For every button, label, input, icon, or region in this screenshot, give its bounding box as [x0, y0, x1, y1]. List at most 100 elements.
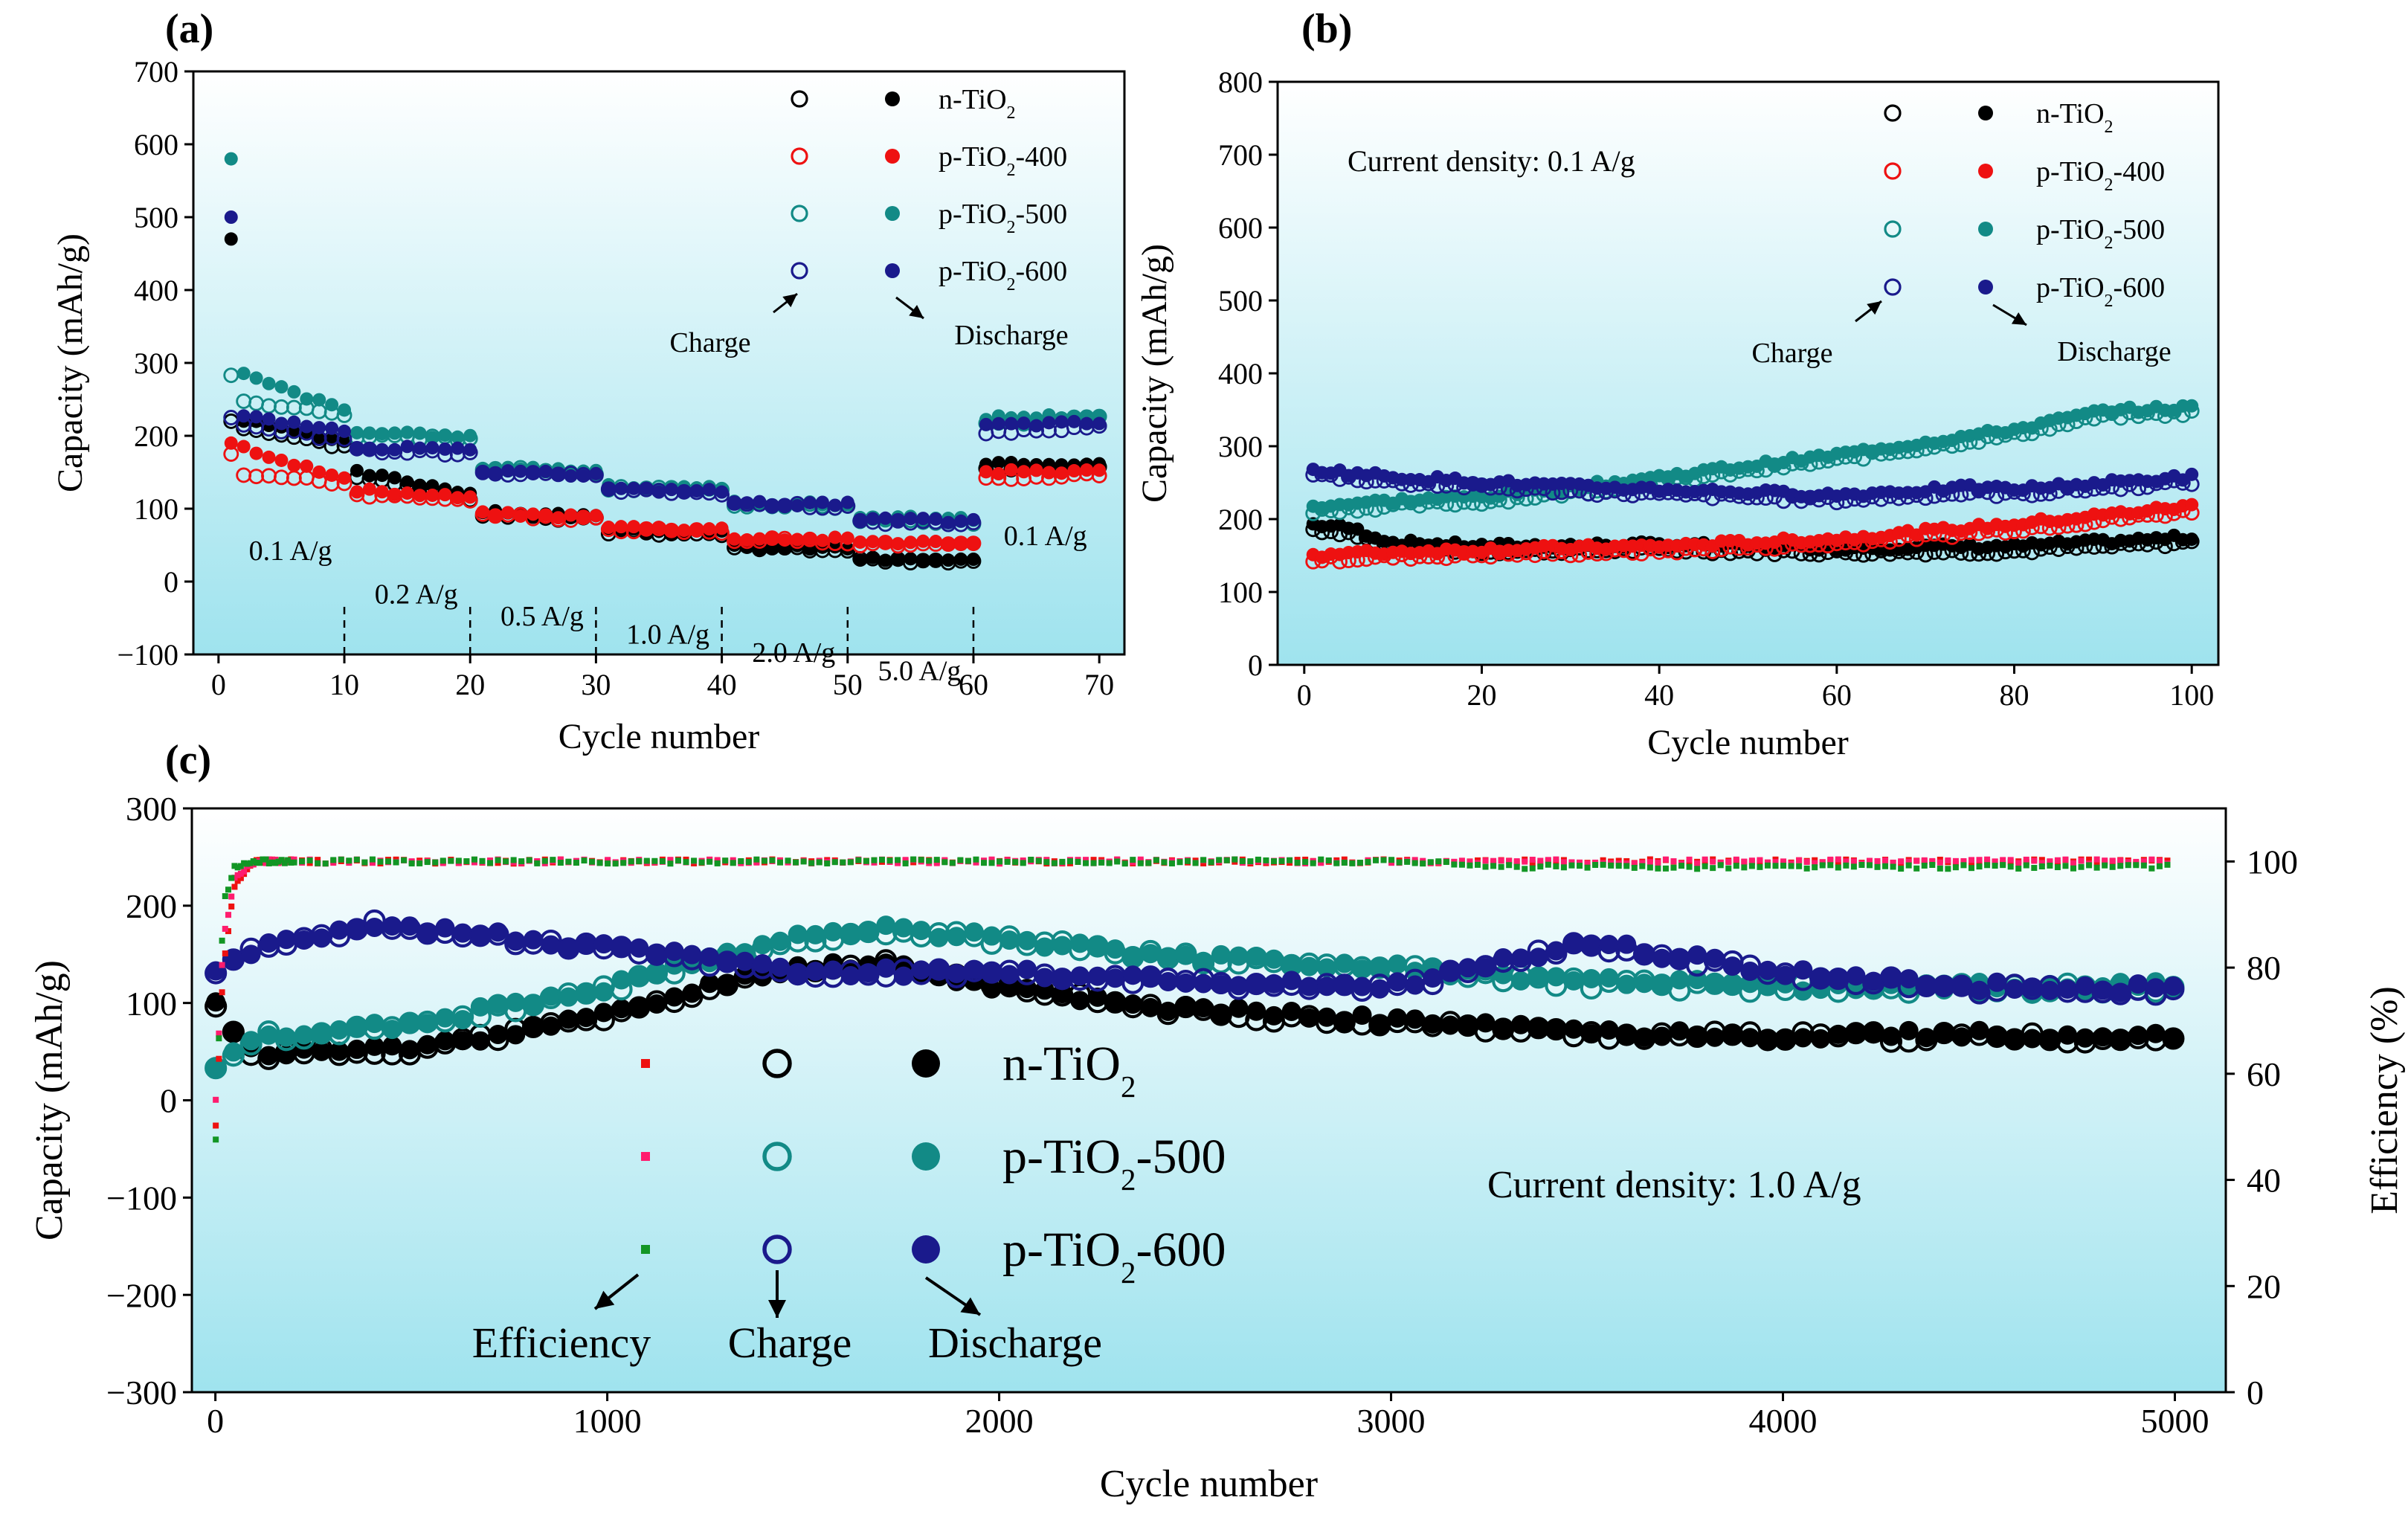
discharge-point: [2111, 1029, 2131, 1049]
legend-charge-marker: [1884, 104, 1902, 122]
efficiency-point: [1090, 857, 1097, 863]
efficiency-point: [503, 858, 509, 865]
discharge-point: [463, 428, 477, 442]
legend-discharge-marker: [885, 91, 900, 106]
efficiency-point: [2140, 862, 2147, 869]
discharge-point: [954, 552, 968, 566]
discharge-point: [413, 426, 427, 440]
discharge-point: [500, 506, 515, 520]
efficiency-point: [1176, 859, 1183, 866]
discharge-point: [387, 442, 402, 457]
efficiency-point: [1717, 862, 1724, 869]
efficiency-point: [589, 858, 596, 865]
legend-efficiency-marker: [641, 1059, 650, 1068]
discharge-point: [1004, 416, 1018, 431]
discharge-point: [2185, 467, 2199, 481]
x-tick-label: 3000: [1357, 1402, 1426, 1440]
discharge-point: [1969, 980, 1989, 1000]
efficiency-point: [237, 863, 244, 869]
discharge-point: [702, 522, 716, 536]
discharge-point: [1599, 1020, 1619, 1040]
discharge-point: [1599, 935, 1619, 955]
discharge-point: [2163, 976, 2183, 996]
efficiency-point: [2015, 865, 2022, 872]
efficiency-point: [253, 859, 260, 866]
efficiency-point: [1702, 863, 1708, 869]
discharge-point: [1052, 936, 1072, 956]
discharge-point: [1299, 976, 1319, 997]
efficiency-point: [1490, 857, 1497, 864]
discharge-point: [828, 530, 842, 544]
efficiency-arrow-head: [595, 1290, 615, 1309]
rate-label-7: 0.1 A/g: [1004, 521, 1087, 552]
efficiency-point: [1952, 857, 1959, 864]
discharge-point: [1722, 956, 1742, 976]
y2-tick-label: 20: [2247, 1267, 2281, 1305]
efficiency-point: [216, 1035, 222, 1042]
discharge-point: [979, 465, 993, 479]
efficiency-point: [234, 878, 241, 884]
discharge-point: [558, 987, 579, 1007]
discharge-point: [911, 921, 931, 941]
x-tick-label: 10: [329, 668, 359, 701]
discharge-point: [350, 485, 364, 499]
discharge-point: [224, 232, 238, 246]
discharge-arrow: [1992, 303, 2027, 326]
discharge-point: [400, 486, 414, 500]
efficiency-point: [745, 858, 752, 865]
discharge-point: [947, 964, 967, 984]
efficiency-point: [2038, 863, 2045, 869]
discharge-point: [1934, 976, 1954, 996]
efficiency-point: [1012, 859, 1019, 866]
efficiency-point: [1388, 857, 1395, 863]
discharge-point: [1899, 969, 1919, 989]
discharge-point: [241, 944, 261, 965]
efficiency-point: [471, 856, 477, 863]
efficiency-point: [1850, 863, 1857, 870]
efficiency-point: [2031, 865, 2038, 872]
discharge-point: [765, 531, 779, 545]
efficiency-point: [393, 859, 399, 866]
legend-charge-marker: [791, 147, 808, 165]
x-tick-label: 20: [455, 668, 485, 701]
efficiency-point: [1584, 860, 1591, 867]
efficiency-point: [1568, 859, 1575, 866]
efficiency-point: [1232, 856, 1238, 863]
discharge-point: [765, 498, 779, 512]
efficiency-point: [225, 928, 232, 935]
y2-tick-label: 0: [2247, 1374, 2264, 1412]
discharge-point: [249, 446, 263, 460]
discharge-point: [2058, 1025, 2078, 1045]
efficiency-point: [1522, 858, 1528, 865]
efficiency-point: [840, 859, 846, 866]
efficiency-point: [1137, 856, 1144, 863]
efficiency-point: [941, 859, 948, 866]
efficiency-point: [1835, 856, 1841, 863]
discharge-point: [740, 496, 754, 510]
efficiency-point: [1757, 857, 1763, 863]
efficiency-point: [1396, 859, 1403, 866]
discharge-point: [593, 1002, 614, 1023]
efficiency-point: [269, 859, 276, 866]
legend-efficiency-marker: [641, 1152, 650, 1161]
efficiency-point: [957, 857, 964, 863]
discharge-point: [476, 466, 490, 480]
discharge-point: [1067, 414, 1081, 428]
efficiency-point: [1404, 858, 1411, 865]
discharge-point: [1229, 946, 1249, 966]
efficiency-point: [1325, 857, 1332, 863]
legend-label-2: p-TiO2-400: [2036, 156, 2165, 195]
efficiency-point: [1796, 857, 1803, 863]
discharge-point: [1246, 974, 1266, 994]
discharge-point: [1092, 463, 1107, 477]
efficiency-point: [1733, 856, 1739, 863]
discharge-point: [1757, 960, 1777, 980]
discharge-point: [664, 523, 678, 537]
efficiency-point: [222, 925, 228, 932]
discharge-point: [1140, 966, 1160, 986]
legend-efficiency-marker: [641, 1245, 650, 1254]
efficiency-point: [1827, 856, 1834, 863]
discharge-point: [735, 965, 755, 985]
discharge-point: [1352, 976, 1372, 997]
discharge-point: [413, 478, 427, 492]
